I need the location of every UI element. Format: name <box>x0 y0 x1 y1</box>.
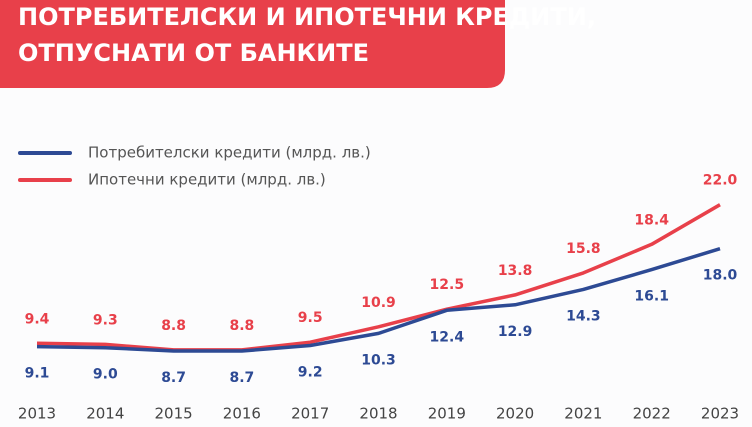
data-label: 18.0 <box>703 268 738 284</box>
x-tick-label: 2014 <box>86 405 124 423</box>
x-tick-label: 2023 <box>701 405 739 423</box>
data-label: 15.8 <box>566 241 601 257</box>
x-tick-label: 2019 <box>428 405 466 423</box>
data-label: 9.2 <box>298 365 323 381</box>
data-label: 8.7 <box>229 370 254 386</box>
x-tick-label: 2020 <box>496 405 534 423</box>
data-label: 12.9 <box>498 324 533 340</box>
data-label: 8.7 <box>161 370 186 386</box>
data-label: 12.5 <box>430 277 465 293</box>
data-label: 12.4 <box>430 329 465 345</box>
data-label: 16.1 <box>634 289 669 305</box>
data-label: 13.8 <box>498 263 533 279</box>
data-label: 18.4 <box>634 212 669 228</box>
data-label: 9.3 <box>93 312 118 328</box>
data-label: 10.9 <box>361 295 396 311</box>
series-line <box>36 203 721 352</box>
data-label: 14.3 <box>566 308 601 324</box>
x-tick-label: 2015 <box>155 405 193 423</box>
data-label: 8.8 <box>161 318 186 334</box>
data-label: 9.1 <box>25 366 50 382</box>
chart-title: ПОТРЕБИТЕЛСКИ И ИПОТЕЧНИ КРЕДИТИ, <box>18 3 596 31</box>
x-tick-label: 2013 <box>18 405 56 423</box>
x-tick-label: 2018 <box>359 405 397 423</box>
legend-label: Потребителски кредити (млрд. лв.) <box>88 144 371 162</box>
data-label: 9.4 <box>25 311 50 327</box>
title-banner <box>0 0 505 88</box>
data-label: 8.8 <box>229 318 254 334</box>
data-label: 10.3 <box>361 352 396 368</box>
data-label: 22.0 <box>703 173 738 189</box>
data-label: 9.0 <box>93 367 118 383</box>
x-tick-label: 2022 <box>633 405 671 423</box>
legend-label: Ипотечни кредити (млрд. лв.) <box>88 171 326 189</box>
data-label: 9.5 <box>298 310 323 326</box>
x-tick-label: 2021 <box>564 405 602 423</box>
series-line <box>36 247 721 353</box>
x-tick-label: 2017 <box>291 405 329 423</box>
chart-title: ОТПУСНАТИ ОТ БАНКИТЕ <box>18 39 369 67</box>
x-tick-label: 2016 <box>223 405 261 423</box>
